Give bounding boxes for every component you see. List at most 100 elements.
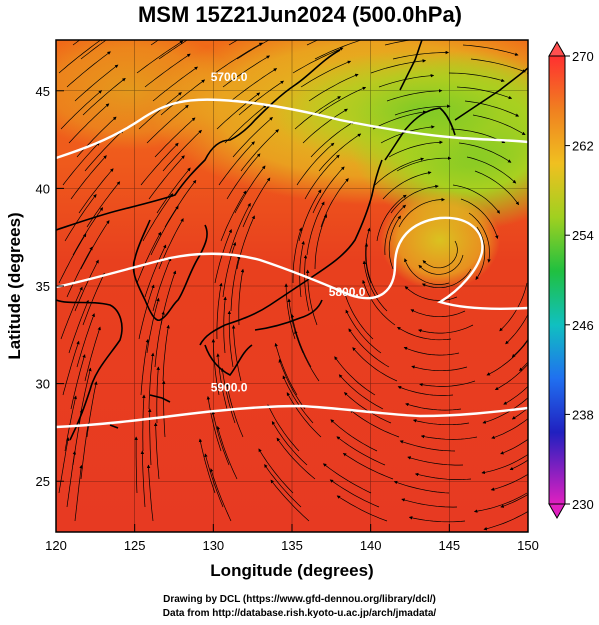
streamline xyxy=(226,153,261,200)
streamline xyxy=(396,326,452,341)
streamline xyxy=(300,60,352,88)
streamline xyxy=(390,184,439,214)
y-ticks: 25 30 35 40 45 xyxy=(36,84,64,489)
streamline xyxy=(164,179,197,228)
streamline xyxy=(267,404,300,452)
streamline xyxy=(384,40,413,46)
streamline xyxy=(80,40,107,60)
streamline xyxy=(80,220,110,270)
streamline xyxy=(60,90,103,130)
streamline xyxy=(80,422,90,480)
streamline xyxy=(511,407,528,420)
x-tick-label: 135 xyxy=(281,538,303,553)
streamline xyxy=(154,117,196,158)
streamline xyxy=(397,385,454,396)
streamline xyxy=(66,246,93,298)
streamline xyxy=(503,385,528,405)
streamline xyxy=(142,394,146,452)
x-tick-label: 145 xyxy=(438,538,460,553)
streamline xyxy=(82,272,105,326)
streamline xyxy=(310,121,355,158)
streamline xyxy=(392,50,450,60)
credit-data: Data from http://database.rish.kyoto-u.a… xyxy=(162,608,437,619)
streamline xyxy=(234,165,266,214)
streamline xyxy=(230,68,278,102)
streamline xyxy=(228,202,251,256)
streamline xyxy=(216,426,238,480)
streamline xyxy=(318,133,362,172)
streamline xyxy=(150,205,179,256)
streamline xyxy=(282,375,314,424)
streamline xyxy=(338,374,384,410)
streamline xyxy=(302,108,348,144)
streamline xyxy=(490,473,528,491)
streamline xyxy=(230,255,241,312)
x-tick-label: 130 xyxy=(202,538,224,553)
streamline xyxy=(500,438,528,455)
streamline xyxy=(58,40,104,74)
height-contours xyxy=(56,98,528,429)
streamline xyxy=(86,381,98,438)
y-axis-label: Latitude (degrees) xyxy=(5,212,24,359)
streamline xyxy=(462,44,519,56)
streamline xyxy=(530,241,535,296)
streamline xyxy=(532,255,541,310)
streamline xyxy=(238,80,284,116)
streamline xyxy=(460,198,499,240)
y-tick-label: 25 xyxy=(36,474,50,489)
streamline xyxy=(296,142,335,186)
streamline xyxy=(162,324,170,382)
streamline xyxy=(345,309,382,354)
streamline xyxy=(276,437,316,480)
wind-streamlines xyxy=(58,40,549,532)
streamline xyxy=(494,363,528,391)
streamline xyxy=(509,459,528,471)
colorbar-label: 238 xyxy=(572,407,594,422)
streamline xyxy=(156,167,191,214)
streamline xyxy=(227,310,234,368)
streamline xyxy=(138,284,155,340)
streamline xyxy=(388,140,443,158)
streamline xyxy=(258,448,294,494)
colorbar-label: 254 xyxy=(572,228,594,243)
streamline xyxy=(218,141,255,186)
streamline xyxy=(148,155,185,200)
contour-label: 5700.0 xyxy=(211,70,248,84)
streamline xyxy=(68,103,110,144)
streamline xyxy=(76,116,117,158)
streamline xyxy=(414,472,472,480)
contour-label: 5800.0 xyxy=(329,285,366,299)
streamline xyxy=(343,291,374,340)
streamline xyxy=(419,380,476,387)
colorbar: 270 262 254 246 238 230 xyxy=(548,40,594,520)
streamline xyxy=(153,422,160,480)
streamline xyxy=(404,286,458,301)
streamline xyxy=(486,339,528,376)
streamline xyxy=(491,418,528,439)
streamline xyxy=(82,77,126,116)
streamline xyxy=(211,410,230,466)
streamline xyxy=(84,129,124,172)
streamline xyxy=(472,114,526,136)
streamline xyxy=(330,419,378,452)
streamline xyxy=(299,240,305,298)
streamline xyxy=(399,440,456,452)
streamline xyxy=(160,79,206,116)
streamline xyxy=(146,297,160,354)
streamline xyxy=(365,227,372,284)
streamline xyxy=(286,392,322,438)
streamline xyxy=(152,257,172,312)
colorbar-label: 230 xyxy=(572,497,594,512)
streamline xyxy=(231,325,242,382)
streamline xyxy=(456,86,513,100)
streamline xyxy=(156,366,160,424)
streamline xyxy=(74,64,119,102)
streamline xyxy=(536,269,549,323)
streamline xyxy=(220,190,247,242)
streamline xyxy=(76,313,95,368)
x-tick-label: 125 xyxy=(124,538,146,553)
streamline xyxy=(225,382,244,438)
streamline xyxy=(146,464,154,522)
y-tick-label: 40 xyxy=(36,181,50,196)
